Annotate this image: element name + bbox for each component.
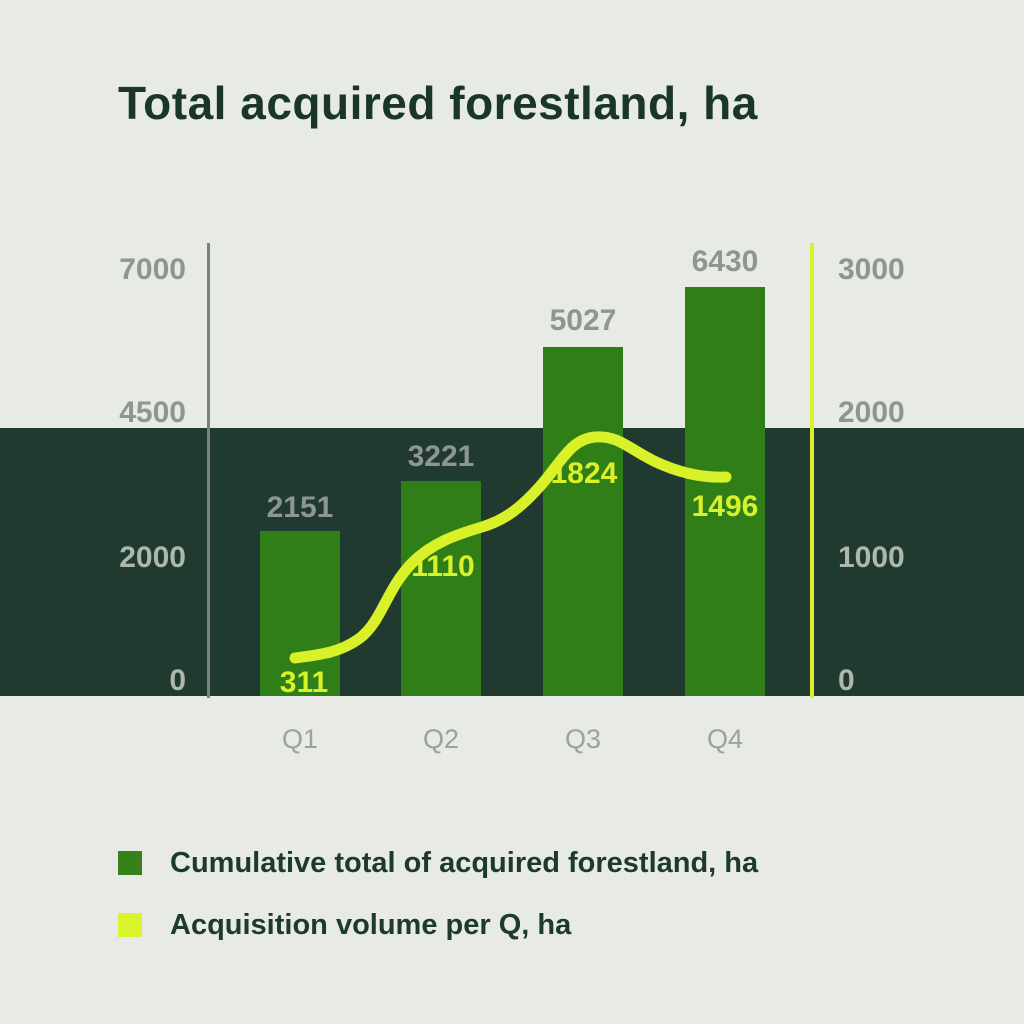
bar-q2 [401, 481, 481, 696]
left-axis-tick-0: 0 [169, 664, 186, 697]
page-title: Total acquired forestland, ha [118, 77, 758, 129]
left-axis-tick-4500: 4500 [119, 396, 186, 429]
x-tick-label-q1: Q1 [281, 724, 319, 754]
legend-label-acquisition: Acquisition volume per Q, ha [170, 908, 572, 941]
line-value-label-q4: 1496 [691, 490, 759, 523]
bar-value-label-q1: 2151 [266, 491, 334, 524]
bar-value-label-q2: 3221 [407, 440, 475, 473]
legend-item-cumulative: Cumulative total of acquired forestland,… [118, 847, 758, 879]
line-value-label-q3: 1824 [550, 457, 618, 490]
right-axis-tick-3000: 3000 [838, 253, 905, 286]
left-axis-line [207, 243, 210, 698]
right-axis-line [810, 243, 814, 698]
line-value-label-q1: 311 [279, 666, 329, 699]
x-tick-label-q3: Q3 [564, 724, 602, 754]
right-axis-tick-1000: 1000 [838, 541, 905, 574]
legend-swatch-yellow-icon [118, 913, 142, 937]
right-axis-tick-2000: 2000 [838, 396, 905, 429]
x-tick-label-q4: Q4 [706, 724, 744, 754]
legend-swatch-green-icon [118, 851, 142, 875]
x-tick-label-q2: Q2 [422, 724, 460, 754]
legend-label-cumulative: Cumulative total of acquired forestland,… [170, 846, 759, 879]
legend-item-acquisition: Acquisition volume per Q, ha [118, 909, 758, 941]
bar-value-label-q4: 6430 [691, 245, 759, 278]
left-axis-tick-2000: 2000 [119, 541, 186, 574]
bar-value-label-q3: 5027 [549, 304, 617, 337]
bar-q3 [543, 347, 623, 696]
left-axis-tick-7000: 7000 [119, 253, 186, 286]
line-value-label-q2: 1110 [411, 550, 475, 583]
legend: Cumulative total of acquired forestland,… [118, 847, 758, 975]
right-axis-tick-0: 0 [838, 664, 855, 697]
